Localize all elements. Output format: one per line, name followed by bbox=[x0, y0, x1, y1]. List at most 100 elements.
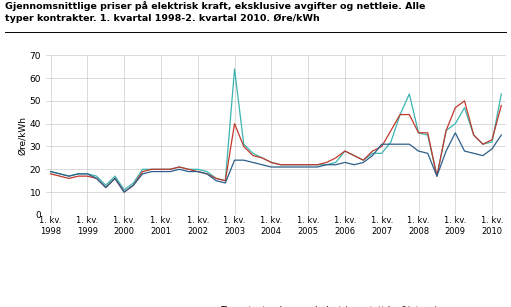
Tjenesteytende
næringer bbox=[167, 167, 173, 171]
Industri, unntatt kraftintensiv
industri og treforedling bbox=[57, 172, 63, 176]
Industri, unntatt kraftintensiv
industri og treforedling bbox=[75, 172, 81, 176]
Husholdninger bbox=[443, 129, 449, 132]
Industri, unntatt kraftintensiv
industri og treforedling bbox=[388, 142, 394, 146]
Industri, unntatt kraftintensiv
industri og treforedling bbox=[259, 163, 265, 167]
Husholdninger bbox=[195, 167, 201, 171]
Husholdninger bbox=[406, 92, 412, 96]
Industri, unntatt kraftintensiv
industri og treforedling bbox=[305, 165, 311, 169]
Husholdninger bbox=[130, 181, 136, 185]
Industri, unntatt kraftintensiv
industri og treforedling bbox=[222, 181, 228, 185]
Industri, unntatt kraftintensiv
industri og treforedling bbox=[296, 165, 302, 169]
Husholdninger bbox=[250, 151, 256, 155]
Tjenesteytende
næringer bbox=[333, 156, 339, 160]
Husholdninger bbox=[241, 142, 247, 146]
Tjenesteytende
næringer bbox=[176, 165, 182, 169]
Industri, unntatt kraftintensiv
industri og treforedling bbox=[112, 177, 118, 180]
Husholdninger bbox=[158, 167, 164, 171]
Husholdninger bbox=[425, 133, 431, 137]
Industri, unntatt kraftintensiv
industri og treforedling bbox=[489, 147, 495, 151]
Industri, unntatt kraftintensiv
industri og treforedling bbox=[176, 167, 182, 171]
Husholdninger bbox=[415, 131, 422, 135]
Industri, unntatt kraftintensiv
industri og treforedling bbox=[241, 158, 247, 162]
Industri, unntatt kraftintensiv
industri og treforedling bbox=[379, 142, 385, 146]
Husholdninger bbox=[471, 133, 477, 137]
Industri, unntatt kraftintensiv
industri og treforedling bbox=[415, 149, 422, 153]
Text: typer kontrakter. 1. kvartal 1998-2. kvartal 2010. Øre/kWh: typer kontrakter. 1. kvartal 1998-2. kva… bbox=[5, 14, 320, 23]
Husholdninger bbox=[57, 172, 63, 176]
Husholdninger bbox=[121, 188, 127, 192]
Husholdninger bbox=[75, 172, 81, 176]
Husholdninger bbox=[112, 174, 118, 178]
Industri, unntatt kraftintensiv
industri og treforedling bbox=[103, 186, 109, 189]
Industri, unntatt kraftintensiv
industri og treforedling bbox=[406, 142, 412, 146]
Tjenesteytende
næringer bbox=[57, 174, 63, 178]
Industri, unntatt kraftintensiv
industri og treforedling bbox=[369, 154, 376, 157]
Industri, unntatt kraftintensiv
industri og treforedling bbox=[461, 149, 468, 153]
Industri, unntatt kraftintensiv
industri og treforedling bbox=[314, 165, 320, 169]
Husholdninger bbox=[489, 140, 495, 144]
Husholdninger bbox=[360, 158, 366, 162]
Industri, unntatt kraftintensiv
industri og treforedling bbox=[351, 163, 357, 167]
Tjenesteytende
næringer bbox=[103, 186, 109, 189]
Tjenesteytende
næringer bbox=[461, 99, 468, 103]
Husholdninger bbox=[48, 170, 54, 173]
Tjenesteytende
næringer bbox=[314, 163, 320, 167]
Industri, unntatt kraftintensiv
industri og treforedling bbox=[231, 158, 238, 162]
Line: Industri, unntatt kraftintensiv
industri og treforedling: Industri, unntatt kraftintensiv industri… bbox=[51, 133, 501, 192]
Husholdninger bbox=[66, 174, 72, 178]
Tjenesteytende
næringer bbox=[130, 183, 136, 187]
Tjenesteytende
næringer bbox=[415, 131, 422, 135]
Tjenesteytende
næringer bbox=[406, 113, 412, 116]
Industri, unntatt kraftintensiv
industri og treforedling bbox=[48, 170, 54, 173]
Industri, unntatt kraftintensiv
industri og treforedling bbox=[452, 131, 458, 135]
Tjenesteytende
næringer bbox=[452, 106, 458, 110]
Industri, unntatt kraftintensiv
industri og treforedling bbox=[204, 172, 210, 176]
Industri, unntatt kraftintensiv
industri og treforedling bbox=[121, 190, 127, 194]
Tjenesteytende
næringer bbox=[231, 122, 238, 126]
Industri, unntatt kraftintensiv
industri og treforedling bbox=[250, 161, 256, 164]
Husholdninger bbox=[167, 167, 173, 171]
Tjenesteytende
næringer bbox=[305, 163, 311, 167]
Industri, unntatt kraftintensiv
industri og treforedling bbox=[195, 170, 201, 173]
Husholdninger bbox=[323, 163, 330, 167]
Husholdninger bbox=[213, 177, 219, 180]
Tjenesteytende
næringer bbox=[222, 179, 228, 183]
Husholdninger bbox=[452, 122, 458, 126]
Industri, unntatt kraftintensiv
industri og treforedling bbox=[342, 161, 348, 164]
Tjenesteytende
næringer bbox=[268, 161, 274, 164]
Husholdninger bbox=[185, 167, 192, 171]
Tjenesteytende
næringer bbox=[75, 174, 81, 178]
Husholdninger bbox=[103, 183, 109, 187]
Husholdninger bbox=[305, 163, 311, 167]
Industri, unntatt kraftintensiv
industri og treforedling bbox=[397, 142, 403, 146]
Tjenesteytende
næringer bbox=[296, 163, 302, 167]
Tjenesteytende
næringer bbox=[259, 156, 265, 160]
Industri, unntatt kraftintensiv
industri og treforedling bbox=[84, 172, 90, 176]
Tjenesteytende
næringer bbox=[388, 129, 394, 132]
Husholdninger bbox=[379, 151, 385, 155]
Industri, unntatt kraftintensiv
industri og treforedling bbox=[268, 165, 274, 169]
Y-axis label: Øre/kWh: Øre/kWh bbox=[18, 115, 27, 155]
Industri, unntatt kraftintensiv
industri og treforedling bbox=[158, 170, 164, 173]
Husholdninger bbox=[351, 154, 357, 157]
Tjenesteytende
næringer bbox=[84, 174, 90, 178]
Text: Gjennomsnittlige priser på elektrisk kraft, eksklusive avgifter og nettleie. All: Gjennomsnittlige priser på elektrisk kra… bbox=[5, 2, 426, 11]
Husholdninger bbox=[397, 113, 403, 116]
Husholdninger bbox=[149, 167, 155, 171]
Husholdninger bbox=[94, 174, 100, 178]
Tjenesteytende
næringer bbox=[121, 190, 127, 194]
Tjenesteytende
næringer bbox=[489, 138, 495, 142]
Tjenesteytende
næringer bbox=[112, 177, 118, 180]
Industri, unntatt kraftintensiv
industri og treforedling bbox=[185, 170, 192, 173]
Industri, unntatt kraftintensiv
industri og treforedling bbox=[471, 151, 477, 155]
Tjenesteytende
næringer bbox=[369, 149, 376, 153]
Tjenesteytende
næringer bbox=[287, 163, 293, 167]
Line: Tjenesteytende
næringer: Tjenesteytende næringer bbox=[51, 101, 501, 192]
Husholdninger bbox=[461, 106, 468, 110]
Tjenesteytende
næringer bbox=[195, 170, 201, 173]
Tjenesteytende
næringer bbox=[434, 174, 440, 178]
Legend: Husholdninger, Tjenesteytende
næringer, Industri, unntatt kraftintensiv
industri: Husholdninger, Tjenesteytende næringer, … bbox=[106, 302, 446, 307]
Tjenesteytende
næringer bbox=[498, 103, 504, 107]
Industri, unntatt kraftintensiv
industri og treforedling bbox=[333, 163, 339, 167]
Industri, unntatt kraftintensiv
industri og treforedling bbox=[443, 149, 449, 153]
